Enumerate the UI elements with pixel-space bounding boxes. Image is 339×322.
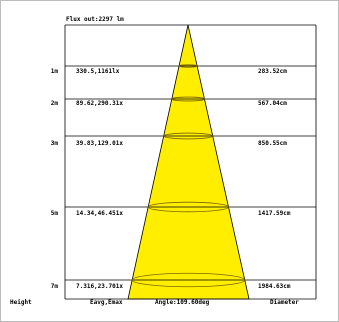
height-label-3: 3m: [51, 140, 59, 147]
illuminance-label-3: 39.83,129.01x: [76, 140, 123, 147]
beam-ellipse-4: [147, 201, 229, 213]
flux-label: Flux out:2297 lm: [66, 16, 124, 23]
beam-ellipse-5: [131, 272, 246, 288]
height-label-2: 2m: [51, 100, 59, 107]
diameter-label-3: 850.55cm: [258, 140, 287, 147]
height-label-5: 5m: [51, 210, 59, 217]
diameter-label-5: 1417.59cm: [258, 210, 291, 217]
row-lines: [65, 65, 316, 300]
height-label-1: 1m: [51, 68, 59, 75]
height-column-label: Height: [10, 299, 32, 306]
beam-ellipse-1: [178, 64, 198, 68]
eavg-emax-column-label: Eavg,Emax: [90, 299, 123, 306]
illuminance-label-5: 14.34,46.451x: [76, 210, 123, 217]
beam-ellipses: [131, 64, 246, 288]
diameter-label-7: 1984.63cm: [258, 283, 291, 290]
beam-ellipse-3: [163, 132, 214, 140]
row-texts: 1m 330.5,1161lx 283.52cm 2m 89.62,290.31…: [51, 68, 291, 290]
table-gridlines: [64, 24, 317, 299]
diameter-column-label: Diameter: [270, 299, 299, 306]
diameter-label-1: 283.52cm: [258, 68, 287, 75]
beam-angle-label: Angle:109.60deg: [155, 299, 210, 306]
diameter-label-2: 567.04cm: [258, 100, 287, 107]
height-label-7: 7m: [51, 283, 59, 290]
illuminance-label-7: 7.316,23.701x: [76, 283, 123, 290]
beam-ellipse-2: [171, 96, 205, 102]
illuminance-label-1: 330.5,1161lx: [76, 68, 120, 75]
illuminance-label-2: 89.62,290.31x: [76, 100, 123, 107]
